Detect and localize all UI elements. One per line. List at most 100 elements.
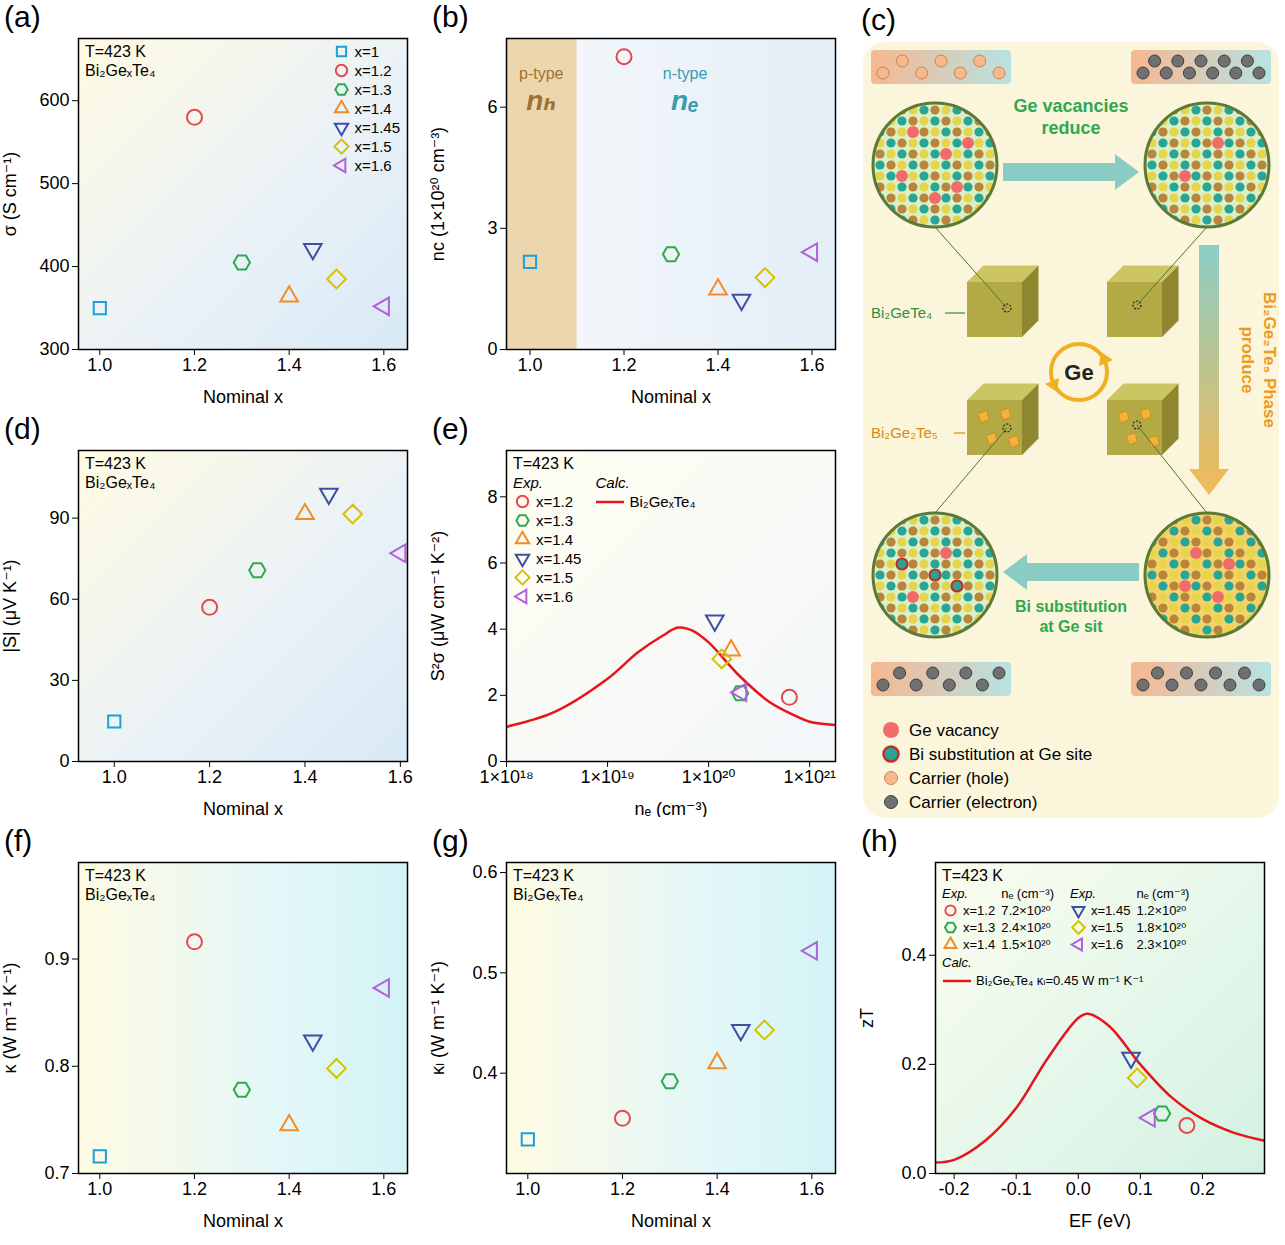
svg-text:6: 6 (487, 97, 497, 117)
svg-text:1.6: 1.6 (799, 355, 824, 375)
svg-text:1.2: 1.2 (197, 767, 222, 787)
svg-text:1.6: 1.6 (371, 1179, 396, 1199)
svg-text:4: 4 (487, 619, 497, 639)
svg-text:-0.2: -0.2 (939, 1179, 970, 1199)
svg-text:Bi substitution at Ge site: Bi substitution at Ge site (909, 745, 1092, 764)
html-text:nₑ: nₑ (670, 85, 700, 116)
html-text:x=1.2: x=1.2 (354, 62, 392, 79)
svg-text:60: 60 (49, 589, 69, 609)
svg-text:1.2: 1.2 (182, 355, 207, 375)
svg-text:Carrier (electron): Carrier (electron) (909, 793, 1037, 812)
html-text:(g): (g) (432, 824, 469, 857)
html-text:nₕ: nₕ (526, 85, 557, 116)
svg-text:Bi₂Ge₂Te₅ Phase: Bi₂Ge₂Te₅ Phase (1260, 292, 1279, 428)
svg-text:1.4: 1.4 (277, 1179, 302, 1199)
svg-text:1.4: 1.4 (292, 767, 317, 787)
svg-text:0.9: 0.9 (44, 949, 69, 969)
svg-text:Nominal x: Nominal x (203, 387, 283, 406)
svg-text:1.2: 1.2 (611, 355, 636, 375)
svg-text:1.0: 1.0 (517, 355, 542, 375)
html-text:Bi₂GeₓTe₄: Bi₂GeₓTe₄ (85, 62, 156, 79)
svg-text:0.5: 0.5 (472, 963, 497, 983)
html-text:x=1: x=1 (354, 43, 380, 60)
svg-text:0.6: 0.6 (472, 862, 497, 882)
svg-text:1×10²⁰: 1×10²⁰ (682, 767, 736, 787)
svg-text:Nominal x: Nominal x (631, 1211, 711, 1230)
svg-text:reduce: reduce (1041, 118, 1100, 138)
svg-text:2: 2 (487, 685, 497, 705)
svg-text:8: 8 (487, 487, 497, 507)
html-text:x=1.4: x=1.4 (354, 100, 392, 117)
svg-text:κₗ (W m⁻¹ K⁻¹): κₗ (W m⁻¹ K⁻¹) (428, 961, 448, 1075)
svg-text:nₑ (cm⁻³): nₑ (cm⁻³) (634, 799, 707, 818)
svg-text:3: 3 (487, 218, 497, 238)
svg-text:400: 400 (39, 256, 69, 276)
html-text:p-type: p-type (519, 65, 564, 82)
html-text:x=1.45: x=1.45 (354, 119, 400, 136)
svg-text:1.0: 1.0 (87, 355, 112, 375)
html-text:(h): (h) (861, 824, 898, 857)
svg-text:S²σ (μW cm⁻¹ K⁻²): S²σ (μW cm⁻¹ K⁻²) (428, 531, 448, 681)
svg-text:0.4: 0.4 (901, 945, 926, 965)
svg-text:produce: produce (1238, 326, 1257, 393)
svg-text:zT: zT (857, 1008, 877, 1028)
svg-text:1.4: 1.4 (705, 1179, 730, 1199)
html-text:x=1.5: x=1.5 (354, 138, 392, 155)
svg-text:0.0: 0.0 (901, 1163, 926, 1183)
svg-text:1.0: 1.0 (87, 1179, 112, 1199)
svg-text:1×10¹⁸: 1×10¹⁸ (479, 767, 533, 787)
html-text:T=423 K: T=423 K (85, 43, 146, 60)
svg-text:0.2: 0.2 (1190, 1179, 1215, 1199)
svg-text:0.7: 0.7 (44, 1163, 69, 1183)
svg-text:0.2: 0.2 (901, 1054, 926, 1074)
svg-text:0.4: 0.4 (472, 1063, 497, 1083)
svg-text:6: 6 (487, 553, 497, 573)
svg-text:Bi substitution: Bi substitution (1015, 598, 1127, 615)
svg-text:(c): (c) (861, 3, 896, 36)
svg-text:Nominal x: Nominal x (203, 799, 283, 818)
svg-text:1.0: 1.0 (515, 1179, 540, 1199)
html-text:x=1.3: x=1.3 (354, 81, 392, 98)
svg-text:0.8: 0.8 (44, 1056, 69, 1076)
html-text:(e): (e) (432, 412, 469, 445)
svg-text:nc (1×10²⁰ cm⁻³): nc (1×10²⁰ cm⁻³) (428, 127, 448, 261)
svg-text:0: 0 (487, 339, 497, 359)
svg-text:0.0: 0.0 (1066, 1179, 1091, 1199)
svg-text:Ge vacancy: Ge vacancy (909, 721, 999, 740)
svg-text:σ (S cm⁻¹): σ (S cm⁻¹) (0, 152, 20, 237)
svg-text:1.6: 1.6 (799, 1179, 824, 1199)
svg-text:1.6: 1.6 (388, 767, 413, 787)
svg-text:Bi₂GeTe₄: Bi₂GeTe₄ (871, 304, 932, 321)
svg-text:90: 90 (49, 508, 69, 528)
html-text:x=1.6: x=1.6 (354, 157, 392, 174)
svg-text:1.2: 1.2 (610, 1179, 635, 1199)
html-text:(f): (f) (4, 824, 33, 857)
svg-text:1.2: 1.2 (182, 1179, 207, 1199)
svg-text:30: 30 (49, 670, 69, 690)
svg-text:Ge vacancies: Ge vacancies (1013, 96, 1128, 116)
svg-text:Ge: Ge (1064, 360, 1093, 385)
svg-text:1.0: 1.0 (102, 767, 127, 787)
html-text:(a): (a) (4, 0, 41, 33)
svg-text:Carrier (hole): Carrier (hole) (909, 769, 1009, 788)
svg-text:EF (eV): EF (eV) (1069, 1211, 1131, 1230)
svg-text:at Ge sit: at Ge sit (1039, 618, 1103, 635)
svg-text:|S| (μV K⁻¹): |S| (μV K⁻¹) (0, 559, 20, 652)
svg-text:1.4: 1.4 (705, 355, 730, 375)
svg-text:κ (W m⁻¹ K⁻¹): κ (W m⁻¹ K⁻¹) (0, 963, 20, 1074)
svg-text:500: 500 (39, 173, 69, 193)
html-text:(d): (d) (4, 412, 41, 445)
svg-text:1×10¹⁹: 1×10¹⁹ (580, 767, 634, 787)
svg-text:0.1: 0.1 (1128, 1179, 1153, 1199)
svg-text:600: 600 (39, 90, 69, 110)
svg-text:0: 0 (59, 751, 69, 771)
svg-text:1.4: 1.4 (277, 355, 302, 375)
svg-text:300: 300 (39, 339, 69, 359)
svg-text:1.6: 1.6 (371, 355, 396, 375)
html-text:(b): (b) (432, 0, 469, 33)
svg-text:Nominal x: Nominal x (631, 387, 711, 406)
svg-text:Bi₂Ge₂Te₅: Bi₂Ge₂Te₅ (871, 424, 938, 441)
svg-text:Nominal x: Nominal x (203, 1211, 283, 1230)
svg-text:-0.1: -0.1 (1001, 1179, 1032, 1199)
svg-text:1×10²¹: 1×10²¹ (783, 767, 836, 787)
